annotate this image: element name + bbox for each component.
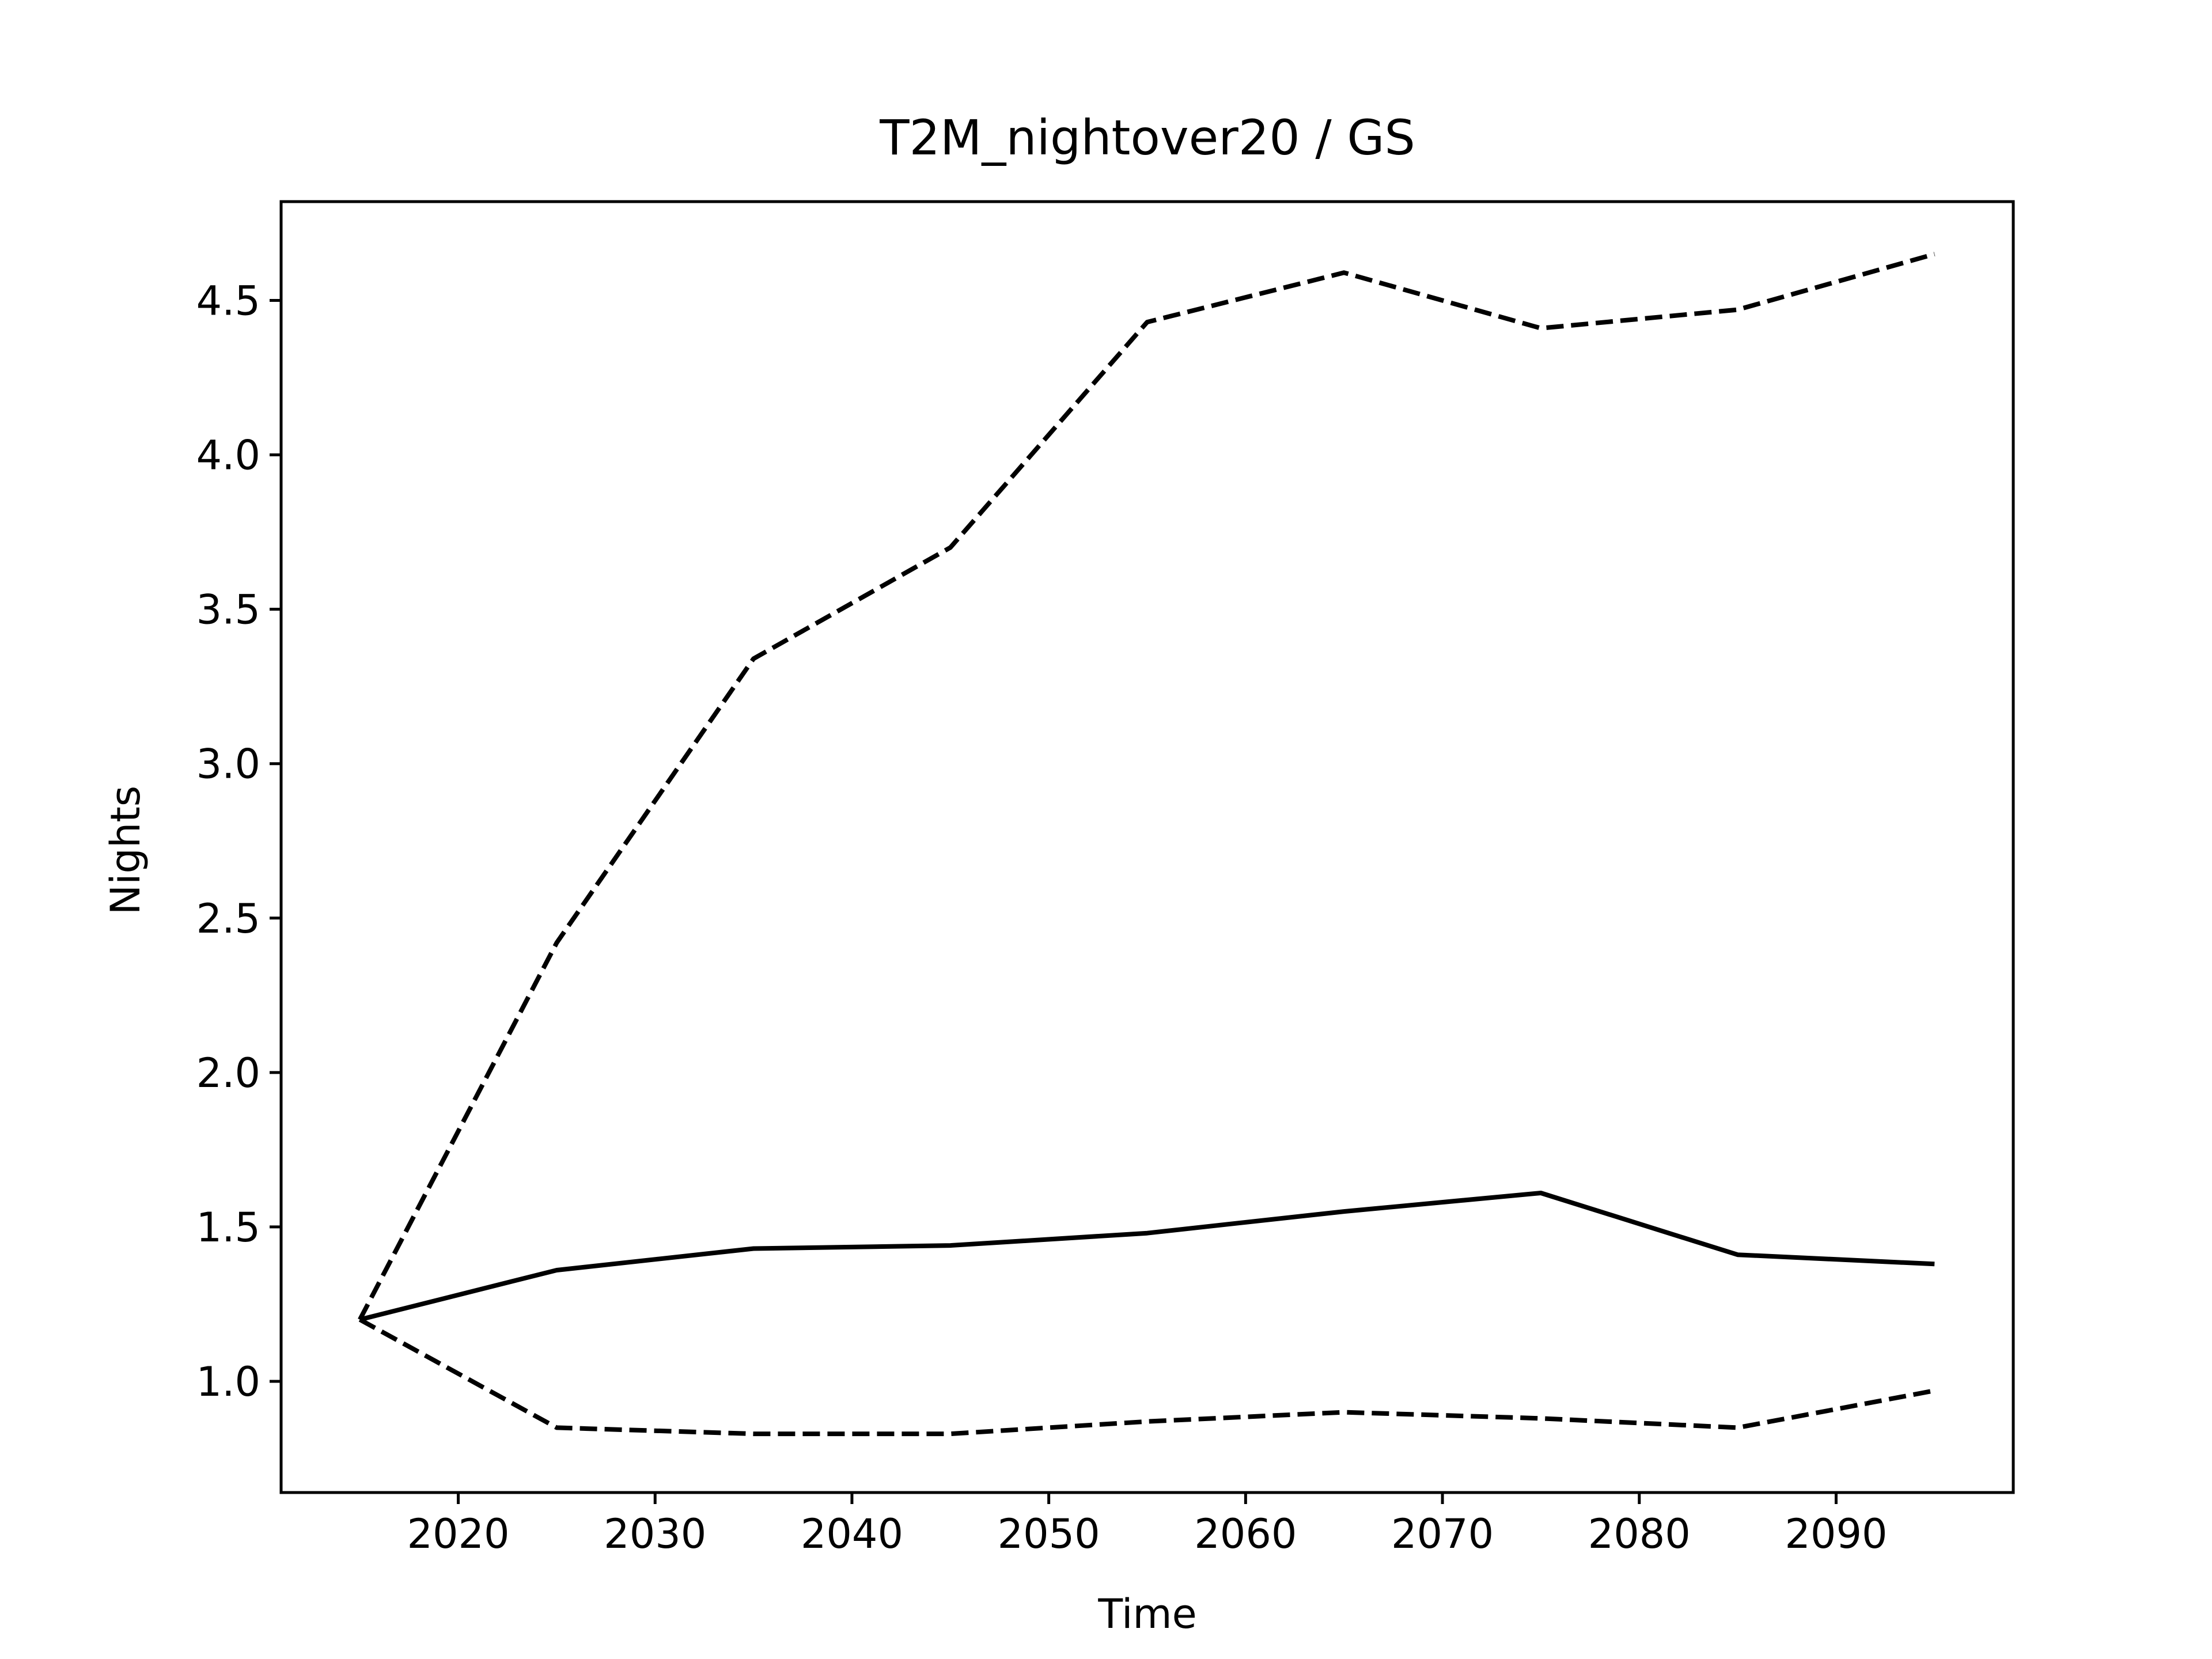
series-line-3 [358, 1317, 1936, 1437]
x-axis-label: Time [1097, 1590, 1196, 1638]
series-line-1 [359, 1191, 1935, 1322]
y-tick-label: 2.0 [196, 1050, 260, 1097]
y-tick-label: 3.0 [196, 741, 260, 788]
plot-area [279, 200, 2015, 1494]
x-tick-label: 2090 [1785, 1510, 1887, 1558]
x-tick-label: 2040 [801, 1510, 903, 1558]
y-tick-label: 2.5 [196, 895, 260, 942]
y-tick-label: 4.5 [196, 278, 260, 325]
x-tick-label: 2060 [1194, 1510, 1297, 1558]
x-tick-label: 2020 [407, 1510, 509, 1558]
x-tick-label: 2070 [1391, 1510, 1494, 1558]
x-tick-label: 2050 [998, 1510, 1100, 1558]
plot-frame [279, 200, 2015, 1494]
y-tick-label: 1.5 [196, 1204, 260, 1251]
y-axis: 1.0 1.5 2.0 2.5 3.0 3.5 4.0 4.5 [196, 278, 281, 1406]
x-tick-label: 2030 [604, 1510, 706, 1558]
x-axis: 2020 2030 2040 2050 2060 2070 2080 2090 [407, 1493, 1888, 1558]
y-axis-label: Nights [102, 786, 149, 915]
series-line-2 [358, 252, 1936, 1321]
series-layer [358, 252, 1936, 1437]
y-tick-label: 3.5 [196, 586, 260, 634]
y-tick-label: 1.0 [196, 1358, 260, 1406]
chart-title: T2M_nightover20 / GS [879, 109, 1415, 166]
x-tick-label: 2080 [1588, 1510, 1691, 1558]
y-tick-label: 4.0 [196, 432, 260, 479]
